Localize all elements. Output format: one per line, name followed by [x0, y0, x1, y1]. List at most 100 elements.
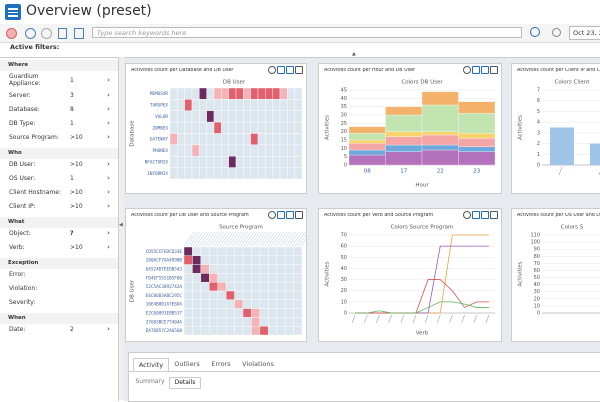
- row-label: NFACTURIX: [145, 159, 169, 165]
- filter-expand[interactable]: ›: [107, 133, 110, 141]
- chart-title: Activities count per Hour and DB User: [324, 68, 416, 73]
- settings-button[interactable]: [552, 28, 561, 37]
- heat-cell: [191, 99, 200, 111]
- heat-cell: [209, 317, 218, 327]
- filter-expand[interactable]: ›: [107, 160, 110, 168]
- heat-cell: [235, 121, 244, 134]
- filter-expand[interactable]: ›: [107, 229, 110, 237]
- column-label-hatch: [249, 231, 261, 247]
- heat-cell: [199, 121, 207, 134]
- heat-cell: [257, 144, 266, 157]
- y-tick-label: 20: [534, 296, 540, 302]
- subtab[interactable]: Details: [169, 377, 201, 389]
- chart-tool[interactable]: [286, 66, 294, 74]
- heat-cell: [221, 167, 229, 180]
- y-tick-label: 60: [341, 244, 347, 250]
- heat-cell: [217, 264, 227, 274]
- section-header: Where: [0, 60, 118, 71]
- heat-cell: [234, 255, 244, 265]
- filter-expand[interactable]: ›: [107, 119, 110, 127]
- row-label: CD55CCFEDCD33E: [146, 249, 183, 255]
- column-label-hatch: [279, 231, 291, 247]
- search-button[interactable]: [530, 27, 540, 37]
- chart-tool[interactable]: [490, 66, 498, 74]
- search-input[interactable]: Type search keywords here: [92, 27, 522, 38]
- filter-value: 1: [70, 120, 74, 127]
- heat-cell: [235, 87, 244, 100]
- heat-cell: [257, 156, 266, 168]
- heat-cell: [169, 121, 178, 134]
- heat-cell: [199, 99, 207, 111]
- menu-button[interactable]: [5, 4, 21, 20]
- heat-cell: [184, 99, 193, 111]
- heat-cell: [169, 156, 178, 168]
- x-tick: [436, 314, 441, 324]
- heat-cell: [276, 246, 286, 257]
- delete-button[interactable]: [58, 28, 67, 39]
- filter-expand[interactable]: ›: [107, 76, 110, 84]
- chart-tool[interactable]: [463, 211, 471, 219]
- heat-cell: [192, 273, 202, 283]
- heat-cell: [250, 87, 259, 100]
- y-tick-label: 3: [537, 130, 540, 136]
- heat-cell: [191, 133, 200, 146]
- bar-segment: [458, 113, 496, 134]
- splitter[interactable]: ◀: [119, 57, 124, 400]
- heat-cell: [183, 282, 193, 292]
- heat-cell: [293, 264, 303, 274]
- filter-expand[interactable]: ›: [107, 202, 110, 210]
- chart-tool[interactable]: [295, 66, 303, 74]
- date-picker[interactable]: Oct 23, 20: [569, 26, 600, 40]
- chart-tool[interactable]: [295, 211, 303, 219]
- filter-expand[interactable]: ›: [107, 105, 110, 113]
- filter-expand[interactable]: ›: [107, 174, 110, 182]
- chart-tool[interactable]: [463, 66, 471, 74]
- heat-cell: [217, 325, 227, 336]
- heat-cell: [200, 282, 210, 292]
- collapse-toggle[interactable]: ▲: [352, 51, 356, 57]
- bar-segment: [348, 126, 386, 134]
- chart: Colors DB User 0 5 10 15 20 25 30 35 40 45 Activiti…: [325, 80, 496, 189]
- x-tick: [400, 314, 405, 324]
- tab[interactable]: Violations: [242, 360, 274, 368]
- chart-tool[interactable]: [490, 211, 498, 219]
- y-axis-label: Activities: [518, 261, 524, 286]
- chart-tool[interactable]: [277, 66, 285, 74]
- chart-tool[interactable]: [472, 66, 480, 74]
- save-button[interactable]: [74, 28, 84, 39]
- heat-cell: [259, 308, 269, 318]
- bar-segment: [458, 146, 496, 152]
- column-label-hatch: [288, 231, 300, 247]
- chart-tool[interactable]: [481, 211, 489, 219]
- x-tick: [388, 314, 392, 324]
- heat-cell: [250, 99, 259, 111]
- heat-cell: [259, 299, 269, 309]
- active-filters: Active filters:: [10, 43, 60, 51]
- heat-cell: [213, 87, 222, 100]
- forward-button[interactable]: [41, 28, 52, 39]
- filter-label: Client Hostname:: [9, 189, 61, 196]
- heat-cell: [259, 273, 269, 283]
- subtab[interactable]: Summary: [135, 378, 165, 385]
- tab[interactable]: Activity: [133, 358, 169, 373]
- heat-cell: [276, 317, 286, 327]
- heat-cell: [206, 144, 215, 157]
- record-button[interactable]: [6, 28, 17, 39]
- tab[interactable]: Errors: [211, 360, 231, 368]
- bar-segment: [385, 114, 423, 132]
- filter-expand[interactable]: ›: [107, 243, 110, 251]
- chart-tool[interactable]: [481, 66, 489, 74]
- back-button[interactable]: [25, 28, 36, 39]
- heat-cell: [200, 317, 210, 327]
- filter-expand[interactable]: ›: [107, 325, 110, 333]
- heat-cell: [279, 110, 288, 123]
- filter-expand[interactable]: ›: [107, 91, 110, 99]
- chart-tool[interactable]: [286, 211, 294, 219]
- chart-tool[interactable]: [268, 66, 276, 74]
- chart-tool[interactable]: [277, 211, 285, 219]
- chart-tool[interactable]: [268, 211, 276, 219]
- tab[interactable]: Outliers: [174, 360, 200, 368]
- filter-expand[interactable]: ›: [107, 188, 110, 196]
- chart-tool[interactable]: [472, 211, 480, 219]
- heat-cell: [206, 156, 215, 168]
